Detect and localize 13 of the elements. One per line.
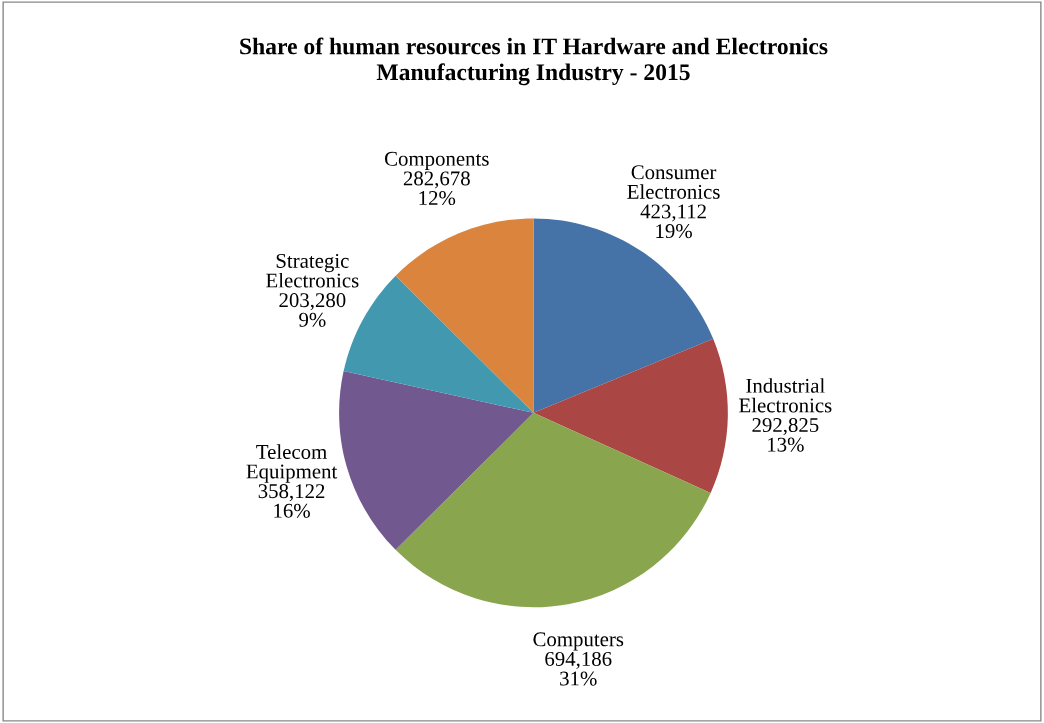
data-label: 694,186 31% [545, 651, 612, 686]
slice-label: Telecom Equipment [246, 444, 338, 483]
slice-label: Components [384, 151, 489, 171]
slice-label: Consumer Electronics [627, 165, 720, 199]
data-label: 203,280 9% [279, 293, 346, 327]
slice-label: Industrial Electronics [739, 378, 832, 413]
slice-label: Strategic Electronics [266, 253, 359, 288]
slice-label: Computers [533, 632, 624, 651]
data-label: 358,122 16% [258, 484, 325, 518]
data-label: 423,112 19% [640, 204, 706, 239]
data-label: 292,825 13% [752, 417, 819, 452]
chart-title: Share of human resources in IT Hardware and Electronics Manufacturing Industry - 2015 [240, 37, 828, 86]
data-label: 282,678 12% [403, 171, 470, 206]
